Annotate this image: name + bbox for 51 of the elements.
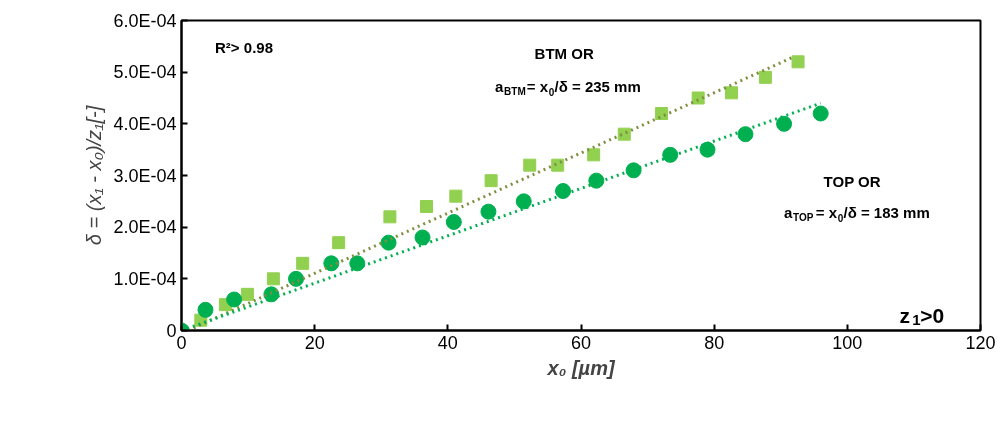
point: [776, 115, 793, 132]
y-tick-label: 6.0E-04: [113, 10, 177, 31]
x-axis-title: x₀ [µm]: [546, 356, 616, 379]
point: [699, 141, 716, 158]
point: [724, 86, 738, 100]
point: [515, 193, 532, 210]
point: [445, 214, 462, 230]
y-tick-label: 2.0E-04: [113, 217, 177, 238]
point: [523, 158, 537, 172]
point: [737, 126, 754, 143]
point: [551, 158, 565, 172]
point: [758, 70, 772, 84]
y-tick-label: 1.0E-04: [113, 268, 177, 289]
point: [383, 210, 397, 224]
point: [296, 256, 310, 270]
annotation: TOP OR: [823, 173, 881, 191]
point: [617, 127, 631, 141]
y-tick-label: 4.0E-04: [113, 113, 177, 134]
point: [655, 107, 669, 120]
x-tick-label: 40: [437, 332, 458, 353]
y-tick-label: 5.0E-04: [113, 62, 177, 83]
point: [484, 174, 498, 188]
point: [197, 301, 214, 318]
point: [380, 234, 397, 251]
y-tick-label: 3.0E-04: [113, 165, 177, 186]
x-tick-label: 120: [965, 332, 996, 353]
point: [812, 105, 829, 122]
point: [480, 203, 497, 220]
point: [662, 146, 679, 163]
annotation: R²> 0.98: [215, 38, 273, 56]
point: [625, 162, 642, 179]
point: [288, 270, 305, 287]
x-tick-label: 60: [570, 332, 592, 353]
point: [240, 287, 254, 301]
point: [588, 172, 605, 189]
point: [323, 255, 340, 272]
point: [332, 236, 346, 250]
point: [555, 183, 572, 199]
point: [414, 229, 431, 246]
point: [587, 148, 601, 162]
x-tick-label: 100: [832, 332, 863, 353]
point: [449, 189, 463, 203]
y-axis-title: δ = (x₁ - x₀)/z₁[-]: [83, 105, 106, 246]
point: [420, 200, 434, 213]
annotation: BTM OR: [534, 45, 594, 63]
x-tick-label: 20: [304, 332, 325, 353]
point: [349, 255, 366, 272]
point: [791, 55, 805, 69]
point: [226, 291, 243, 308]
point: [266, 272, 280, 286]
x-tick-label: 80: [704, 332, 725, 353]
